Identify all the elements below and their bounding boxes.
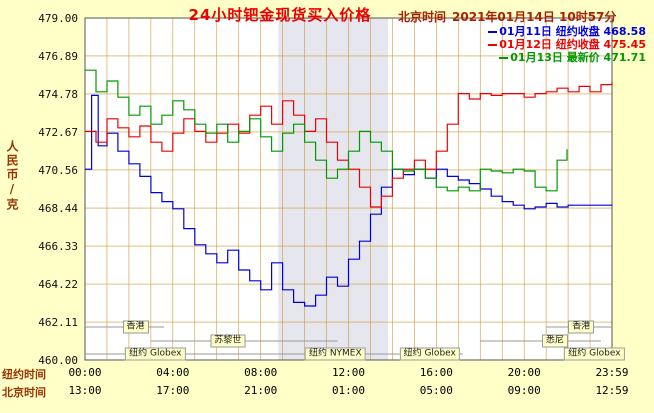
legend-marker-line [499,57,509,59]
legend-text: 01月11日 纽约收盘 468.58 [499,25,646,38]
y-axis-unit-label: 人民币/克 [5,140,19,212]
ny-time-tick: 23:59 [595,366,629,379]
bj-time-caption: 北京时间 [2,386,46,399]
legend-text: 01月12日 纽约收盘 475.45 [499,38,646,51]
session-label: 纽约 Globex [564,347,625,361]
ny-time-tick: 00:00 [68,366,102,379]
y-tick-label: 472.67 [38,125,78,139]
legend-item: 01月13日 最新价 471.71 [488,51,646,64]
session-label: 香港 [568,320,595,334]
legend-item: 01月12日 纽约收盘 475.45 [488,38,646,51]
clock-value: 2021年01月14日 10时57分 [452,10,617,24]
session-label: 纽约 NYMEX [304,347,366,361]
legend-marker-line [488,31,498,33]
session-label: 纽约 Globex [125,347,186,361]
ny-time-tick: 20:00 [507,366,541,379]
y-tick-label: 464.22 [38,278,78,292]
y-tick-label: 460.00 [38,354,78,367]
legend-marker-line [488,44,498,46]
bj-time-tick: 05:00 [419,384,453,397]
y-tick-label: 462.11 [38,316,78,330]
legend-item: 01月11日 纽约收盘 468.58 [488,25,646,38]
beijing-clock: 北京时间 2021年01月14日 10时57分 [398,8,622,25]
y-tick-label: 466.33 [38,240,78,254]
legend-text: 01月13日 最新价 471.71 [510,51,646,64]
ny-time-tick: 12:00 [331,366,366,379]
price-series-line [85,94,613,307]
bj-time-tick: 12:59 [595,384,629,397]
ny-time-tick: 04:00 [156,366,190,379]
page-title: 24小时钯金现货买入价格 [188,6,372,24]
ny-time-tick: 08:00 [244,366,278,379]
bj-time-tick: 21:00 [244,384,278,397]
y-tick-label: 474.78 [38,87,78,101]
ny-time-caption: 纽约时间 [2,368,46,381]
session-label: 纽约 Globex [399,347,460,361]
session-label: 悉尼 [541,334,568,348]
nymex-session-band [278,18,389,360]
y-tick-label: 468.44 [38,202,78,216]
ny-time-tick: 16:00 [419,366,453,379]
bj-time-tick: 13:00 [68,384,102,397]
bj-time-tick: 09:00 [507,384,541,397]
chart-legend: 01月11日 纽约收盘 468.58 01月12日 纽约收盘 475.45 01月1… [488,25,646,64]
bj-time-tick: 17:00 [156,384,190,397]
price-series-line [85,69,568,192]
session-label: 香港 [122,320,149,334]
y-tick-label: 479.00 [38,12,78,25]
y-tick-label: 476.89 [38,49,78,63]
clock-label: 北京时间 [398,10,447,24]
session-label: 苏黎世 [210,334,246,348]
y-tick-label: 470.56 [38,163,78,177]
bj-time-tick: 01:00 [331,384,366,397]
